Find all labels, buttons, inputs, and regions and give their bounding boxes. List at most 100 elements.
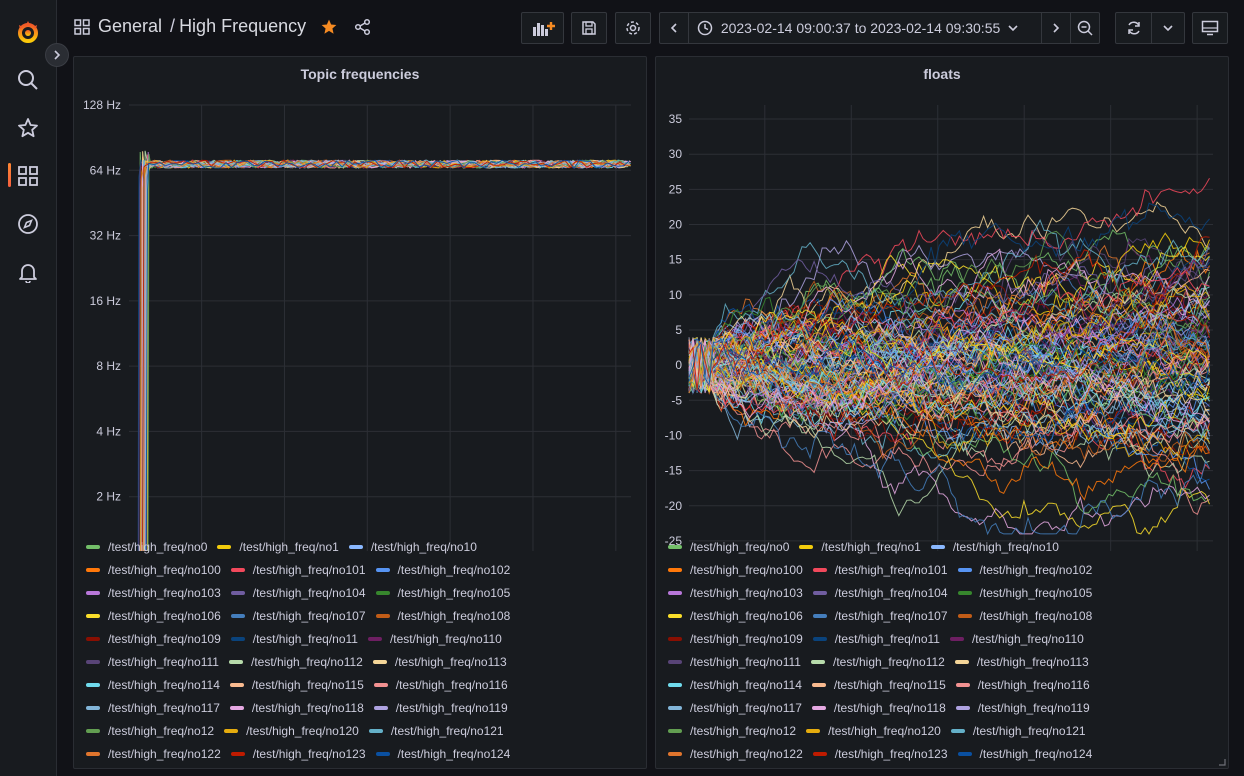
legend-item[interactable]: /test/high_freq/no11 xyxy=(230,631,358,646)
legend-swatch xyxy=(811,682,826,687)
star-icon[interactable] xyxy=(12,112,44,144)
legend-item[interactable]: /test/high_freq/no108 xyxy=(957,609,1092,623)
legend-item[interactable]: /test/high_freq/no123 xyxy=(230,747,366,761)
legend-label: /test/high_freq/no11 xyxy=(252,631,358,646)
add-panel-button[interactable] xyxy=(521,12,564,44)
legend-item[interactable]: /test/high_freq/no12 xyxy=(86,724,214,738)
legend-item[interactable]: /test/high_freq/no118 xyxy=(811,701,946,715)
legend-item[interactable]: /test/high_freq/no121 xyxy=(368,724,504,738)
legend-item[interactable]: /test/high_freq/no110 xyxy=(367,632,502,646)
legend-item[interactable]: /test/high_freq/no109 xyxy=(86,632,221,646)
legend-item[interactable]: /test/high_freq/no114 xyxy=(668,678,802,692)
legend-item[interactable]: /test/high_freq/no103 xyxy=(668,586,803,600)
legend-item[interactable]: /test/high_freq/no120 xyxy=(806,724,941,738)
legend-item[interactable]: /test/high_freq/no107 xyxy=(230,609,366,623)
legend-item[interactable]: /test/high_freq/no0 xyxy=(668,540,789,554)
series-line xyxy=(688,201,1210,373)
dashboards-icon[interactable] xyxy=(12,160,44,192)
view-mode-button[interactable] xyxy=(1192,12,1228,44)
panel-title[interactable]: Topic frequencies xyxy=(300,66,420,82)
legend-item[interactable]: /test/high_freq/no102 xyxy=(375,563,510,577)
legend-item[interactable]: /test/high_freq/no100 xyxy=(668,563,803,577)
time-range-text: 2023-02-14 09:00:37 to 2023-02-14 09:30:… xyxy=(720,20,1001,36)
share-icon[interactable] xyxy=(354,18,372,36)
legend-item[interactable]: /test/high_freq/no105 xyxy=(375,586,510,600)
legend-item[interactable]: /test/high_freq/no1 xyxy=(217,539,339,554)
alerting-bell-icon[interactable] xyxy=(12,256,44,288)
legend-item[interactable]: /test/high_freq/no119 xyxy=(955,701,1090,715)
time-range-back-button[interactable] xyxy=(660,13,688,43)
dashboard-title[interactable]: High Frequency xyxy=(179,16,307,36)
resize-handle-icon[interactable] xyxy=(1218,758,1226,766)
legend-item[interactable]: /test/high_freq/no10 xyxy=(930,540,1059,554)
legend-item[interactable]: /test/high_freq/no124 xyxy=(375,747,510,761)
legend-item[interactable]: /test/high_freq/no113 xyxy=(372,655,507,669)
legend-item[interactable]: /test/high_freq/no105 xyxy=(957,586,1092,600)
legend-label: /test/high_freq/no11 xyxy=(834,631,940,646)
series-line xyxy=(688,294,1210,391)
legend-item[interactable]: /test/high_freq/no101 xyxy=(812,563,948,577)
grafana-logo-icon[interactable] xyxy=(12,16,44,48)
zoom-out-button[interactable] xyxy=(1070,13,1099,43)
legend-item[interactable]: /test/high_freq/no121 xyxy=(950,724,1086,738)
legend-item[interactable]: /test/high_freq/no117 xyxy=(86,701,220,715)
legend-item[interactable]: /test/high_freq/no112 xyxy=(228,655,363,669)
legend-item[interactable]: /test/high_freq/no10 xyxy=(348,540,477,554)
refresh-interval-dropdown[interactable] xyxy=(1151,13,1184,43)
legend-item[interactable]: /test/high_freq/no114 xyxy=(86,678,220,692)
panel-title[interactable]: floats xyxy=(923,66,961,82)
legend-item[interactable]: /test/high_freq/no106 xyxy=(668,609,803,623)
legend-item[interactable]: /test/high_freq/no103 xyxy=(86,586,221,600)
legend-item[interactable]: /test/high_freq/no115 xyxy=(229,678,364,692)
search-icon[interactable] xyxy=(12,64,44,96)
y-tick-label: 30 xyxy=(669,147,683,161)
top-navbar: General / High Frequency 2023-02-14 09:0… xyxy=(57,0,1244,56)
legend-item[interactable]: /test/high_freq/no123 xyxy=(812,747,948,761)
legend-item[interactable]: /test/high_freq/no110 xyxy=(949,632,1084,646)
time-range-picker-button[interactable]: 2023-02-14 09:00:37 to 2023-02-14 09:30:… xyxy=(687,13,1042,43)
legend-item[interactable]: /test/high_freq/no118 xyxy=(229,701,364,715)
legend-item[interactable]: /test/high_freq/no119 xyxy=(373,700,508,715)
legend-item[interactable]: /test/high_freq/no102 xyxy=(957,563,1092,577)
refresh-button[interactable] xyxy=(1116,13,1151,43)
legend-item[interactable]: /test/high_freq/no104 xyxy=(812,586,948,600)
legend-item[interactable]: /test/high_freq/no108 xyxy=(375,609,510,623)
legend-item[interactable]: /test/high_freq/no1 xyxy=(799,540,921,554)
breadcrumb-folder[interactable]: General xyxy=(98,16,163,36)
legend-item[interactable]: /test/high_freq/no106 xyxy=(86,609,221,623)
legend-item[interactable]: /test/high_freq/no120 xyxy=(224,724,359,738)
legend-label: /test/high_freq/no119 xyxy=(395,700,508,715)
legend-item[interactable]: /test/high_freq/no0 xyxy=(86,540,207,554)
floats-chart[interactable]: 35302520151050-5-10-15-20-2509:0509:1009… xyxy=(656,81,1228,551)
explore-compass-icon[interactable] xyxy=(12,208,44,240)
legend-item[interactable]: /test/high_freq/no104 xyxy=(230,586,366,600)
dashboard-settings-button[interactable] xyxy=(615,12,651,44)
legend-item[interactable]: /test/high_freq/no11 xyxy=(812,631,940,646)
legend-row: /test/high_freq/no106/test/high_freq/no1… xyxy=(86,604,638,627)
legend-item[interactable]: /test/high_freq/no116 xyxy=(373,678,508,692)
legend-item[interactable]: /test/high_freq/no107 xyxy=(812,609,948,623)
legend-item[interactable]: /test/high_freq/no116 xyxy=(955,678,1090,692)
legend-item[interactable]: /test/high_freq/no112 xyxy=(810,654,945,669)
legend-item[interactable]: /test/high_freq/no100 xyxy=(86,563,221,577)
legend-item[interactable]: /test/high_freq/no109 xyxy=(668,632,803,646)
legend-item[interactable]: /test/high_freq/no124 xyxy=(957,747,1092,761)
legend-item[interactable]: /test/high_freq/no111 xyxy=(668,655,801,669)
legend-label: /test/high_freq/no112 xyxy=(832,654,945,669)
legend-item[interactable]: /test/high_freq/no12 xyxy=(668,724,796,738)
y-tick-label: -20 xyxy=(665,499,683,513)
starred-icon[interactable] xyxy=(320,18,338,36)
expand-menu-button[interactable] xyxy=(45,43,69,67)
legend-item[interactable]: /test/high_freq/no117 xyxy=(668,701,802,715)
time-range-forward-button[interactable] xyxy=(1041,13,1070,43)
side-menu xyxy=(0,0,57,776)
legend-item[interactable]: /test/high_freq/no113 xyxy=(954,655,1089,669)
legend-item[interactable]: /test/high_freq/no111 xyxy=(86,655,219,669)
legend-item[interactable]: /test/high_freq/no115 xyxy=(811,678,946,692)
legend-item[interactable]: /test/high_freq/no122 xyxy=(668,747,803,761)
save-dashboard-button[interactable] xyxy=(571,12,607,44)
legend-item[interactable]: /test/high_freq/no101 xyxy=(230,563,366,577)
legend-item[interactable]: /test/high_freq/no122 xyxy=(86,747,221,761)
legend-label: /test/high_freq/no1 xyxy=(239,539,339,554)
